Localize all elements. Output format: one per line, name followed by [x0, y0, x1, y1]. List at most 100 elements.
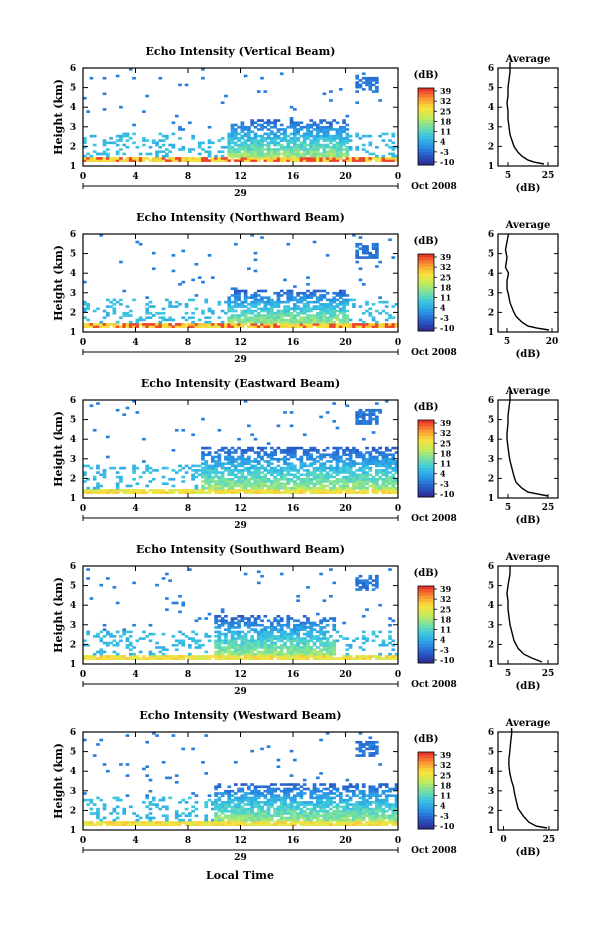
echo-cell: [306, 484, 310, 488]
echo-cell: [247, 157, 251, 160]
echo-cell: [371, 480, 376, 483]
echo-cell: [270, 626, 274, 629]
echo-cell: [283, 646, 287, 649]
echo-cell: [128, 489, 133, 492]
echo-cell: [355, 579, 360, 582]
echo-cell: [286, 453, 291, 457]
echo-cell: [355, 482, 360, 486]
echo-cell: [122, 823, 127, 826]
date-label: 29: [234, 521, 247, 531]
echo-cell: [276, 119, 281, 122]
echo-cell: [312, 637, 317, 640]
echo-cell: [319, 484, 323, 488]
echo-cell: [96, 814, 100, 818]
echo-cell: [276, 650, 281, 654]
echo-cell: [348, 821, 353, 824]
echo-cell: [335, 469, 340, 472]
echo-cell: [273, 121, 277, 125]
echo-cell: [260, 446, 264, 450]
echo-cell: [270, 801, 274, 804]
y-tick-label: 2: [70, 474, 76, 484]
echo-cell: [335, 794, 340, 797]
echo-cell: [309, 812, 314, 815]
profile-x-tick-label: 5: [504, 337, 510, 347]
echo-cell: [381, 309, 386, 313]
echo-cell: [302, 812, 307, 815]
echo-cell: [135, 482, 140, 486]
echo-cell: [247, 491, 251, 494]
echo-cell: [325, 630, 330, 634]
echo-cell: [148, 489, 153, 492]
echo-cell: [207, 125, 212, 129]
echo-cell: [338, 320, 343, 324]
echo-cell: [312, 460, 317, 463]
echo-cell: [355, 422, 360, 425]
echo-cell: [165, 482, 169, 486]
echo-cell: [266, 298, 271, 302]
echo-cell: [122, 311, 127, 315]
echo-cell: [279, 482, 284, 486]
echo-cell: [128, 484, 133, 488]
echo-cell: [276, 818, 281, 822]
echo-cell: [270, 314, 274, 317]
echo-cell: [299, 648, 304, 652]
colorbar-segment: [418, 113, 434, 118]
echo-cell: [273, 486, 277, 490]
echo-cell: [227, 641, 232, 645]
echo-cell: [260, 320, 264, 324]
echo-cell: [345, 314, 350, 317]
echo-cell: [302, 320, 307, 324]
echo-cell: [302, 643, 307, 647]
echo-cell: [253, 325, 258, 328]
echo-cell: [273, 300, 277, 304]
echo-cell: [188, 823, 192, 826]
echo-cell: [394, 471, 399, 474]
echo-cell: [306, 137, 310, 140]
echo-cell: [151, 469, 156, 472]
echo-cell: [293, 157, 297, 160]
echo-cell: [296, 446, 300, 450]
echo-cell: [306, 451, 310, 454]
echo-cell: [263, 296, 268, 299]
colorbar-segment: [418, 471, 434, 475]
echo-cell: [188, 568, 192, 571]
echo-cell: [286, 291, 291, 295]
echo-cell: [256, 816, 261, 820]
echo-cell: [361, 460, 366, 463]
echo-cell: [371, 455, 376, 459]
echo-cell: [329, 298, 333, 302]
echo-cell: [388, 486, 392, 490]
echo-cell: [358, 420, 363, 423]
echo-cell: [102, 157, 107, 160]
echo-cell: [171, 734, 176, 737]
echo-cell: [279, 805, 284, 809]
echo-cell: [256, 90, 261, 93]
echo-cell: [240, 464, 245, 468]
echo-cell: [329, 650, 333, 654]
echo-cell: [358, 242, 363, 246]
echo-cell: [309, 123, 314, 127]
echo-cell: [283, 792, 287, 795]
echo-cell: [384, 462, 389, 465]
echo-cell: [342, 482, 346, 486]
echo-cell: [89, 821, 94, 824]
echo-cell: [119, 823, 123, 826]
echo-cell: [276, 807, 281, 811]
echo-cell: [283, 157, 287, 160]
date-label: 29: [234, 687, 247, 697]
echo-cell: [86, 489, 90, 492]
colorbar-segment: [418, 110, 434, 115]
echo-cell: [102, 108, 107, 111]
echo-cell: [230, 814, 235, 818]
echo-cell: [92, 652, 97, 656]
echo-cell: [378, 157, 382, 160]
echo-cell: [315, 145, 320, 149]
echo-cell: [309, 446, 314, 450]
echo-cell: [388, 637, 392, 640]
echo-cell: [283, 278, 287, 282]
echo-cell: [322, 449, 327, 452]
echo-cell: [302, 291, 307, 295]
echo-cell: [168, 821, 172, 824]
echo-cell: [128, 648, 133, 652]
echo-cell: [378, 323, 382, 326]
